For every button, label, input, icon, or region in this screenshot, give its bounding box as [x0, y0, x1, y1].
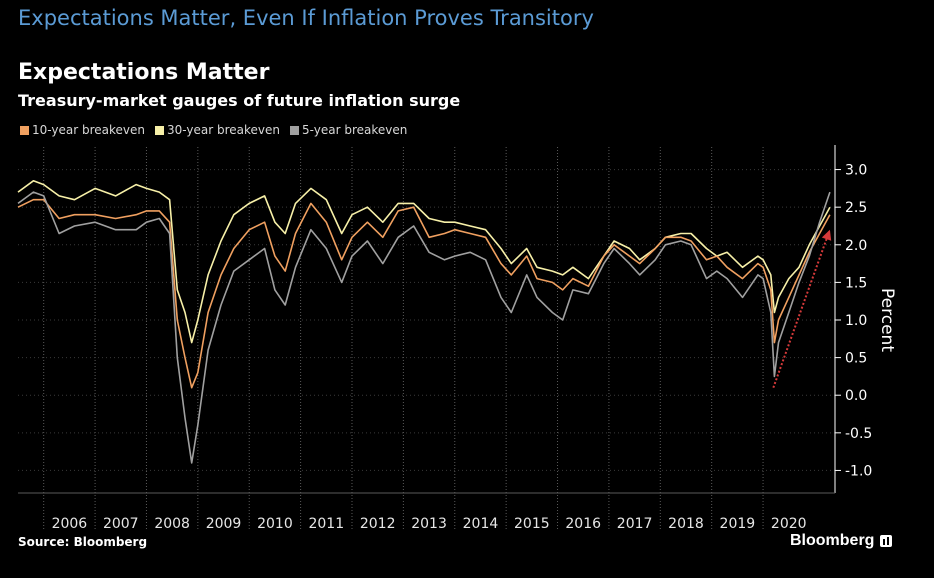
- legend-item-5-year: 5-year breakeven: [290, 123, 407, 137]
- chart-title: Expectations Matter: [18, 60, 270, 85]
- chart-legend: 10-year breakeven 30-year breakeven 5-ye…: [20, 123, 407, 137]
- legend-swatch-30-year: [155, 125, 164, 135]
- series-line-5-year: [17, 191, 831, 464]
- chart-subtitle: Treasury-market gauges of future inflati…: [18, 91, 461, 110]
- annotation-arrow-line: [772, 229, 831, 389]
- x-tick-label: 2009: [206, 516, 242, 532]
- headline: Expectations Matter, Even If Inflation P…: [18, 6, 594, 30]
- y-tick-label: 2.0: [845, 238, 867, 254]
- bloomberg-logo: Bloomberg: [790, 532, 893, 550]
- annotation-arrow-head: [821, 229, 832, 241]
- x-tick-label: 2012: [360, 516, 396, 532]
- legend-item-30-year: 30-year breakeven: [155, 123, 280, 137]
- bloomberg-icon: [880, 535, 893, 547]
- series-line-10-year: [17, 198, 831, 389]
- legend-label-5-year: 5-year breakeven: [302, 123, 408, 137]
- brand-text: Bloomberg: [790, 532, 875, 549]
- y-tick-label: 1.5: [845, 275, 867, 291]
- legend-label-10-year: 10-year breakeven: [32, 123, 145, 137]
- y-axis-label: Percent: [877, 288, 897, 352]
- y-tick-label: 0.5: [845, 351, 867, 367]
- x-tick-label: 2016: [565, 516, 601, 532]
- x-tick-label: 2015: [514, 516, 550, 532]
- x-tick-label: 2011: [308, 516, 344, 532]
- y-tick-label: 1.0: [845, 313, 867, 329]
- source-note: Source: Bloomberg: [18, 535, 148, 549]
- x-tick-label: 2013: [411, 516, 447, 532]
- x-tick-label: 2019: [720, 516, 756, 532]
- legend-item-10-year: 10-year breakeven: [20, 123, 145, 137]
- x-tick-label: 2006: [52, 516, 88, 532]
- y-tick-label: 3.0: [845, 163, 867, 179]
- y-tick-label: 0.0: [845, 388, 867, 404]
- x-tick-label: 2007: [103, 516, 139, 532]
- x-tick-label: 2014: [463, 516, 499, 532]
- y-tick-label: -1.0: [845, 463, 872, 479]
- legend-swatch-10-year: [20, 125, 29, 135]
- series-line-30-year: [17, 180, 831, 344]
- x-tick-label: 2010: [257, 516, 293, 532]
- legend-swatch-5-year: [290, 125, 299, 135]
- x-tick-label: 2018: [668, 516, 704, 532]
- x-tick-label: 2020: [771, 516, 807, 532]
- legend-label-30-year: 30-year breakeven: [167, 123, 280, 137]
- y-tick-label: -0.5: [845, 426, 872, 442]
- x-tick-label: 2017: [617, 516, 653, 532]
- y-tick-label: 2.5: [845, 200, 867, 216]
- x-tick-label: 2008: [154, 516, 190, 532]
